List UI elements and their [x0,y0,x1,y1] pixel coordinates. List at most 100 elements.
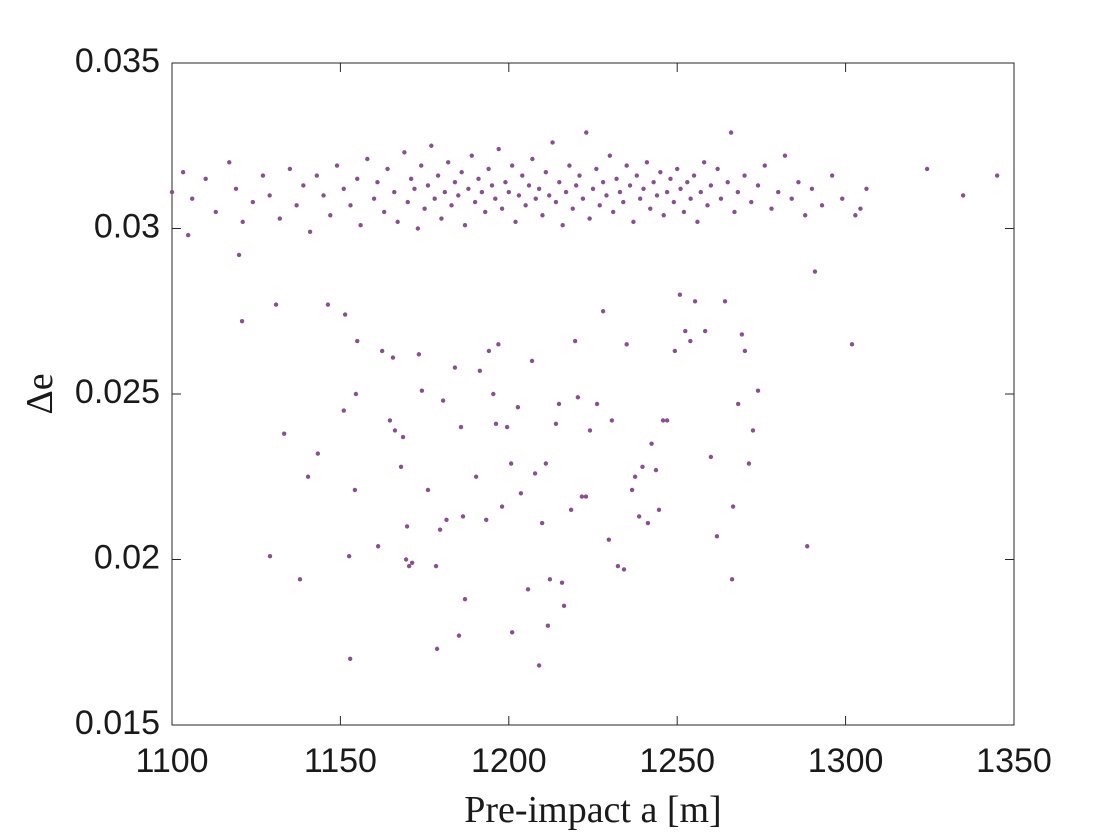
y-tick-label: 0.035 [75,42,160,80]
point [539,520,545,526]
point [533,196,538,201]
point [250,199,256,205]
point [615,563,621,569]
point [695,219,700,225]
point [442,189,448,195]
point [353,391,359,397]
point [762,163,767,168]
point [742,348,748,354]
point [452,365,458,370]
plot-area [171,62,1015,726]
point [425,183,431,188]
point [584,130,589,135]
point [561,603,567,609]
point [730,504,736,509]
point [395,219,400,225]
point [658,170,663,175]
point [227,160,232,165]
point [864,186,869,191]
point [334,163,340,168]
point [412,186,417,191]
point [583,494,589,499]
point [553,421,559,426]
point [504,424,510,430]
point [634,173,639,178]
point [559,580,565,585]
point [347,656,353,661]
point [185,232,191,238]
point [636,514,642,519]
point [371,196,377,201]
point [645,520,651,526]
point [750,428,756,433]
point [513,219,518,225]
point [540,213,545,218]
point [587,428,593,433]
point [705,203,710,208]
point [631,219,636,225]
point [341,186,346,191]
point [422,206,427,211]
point [236,252,242,258]
point [529,358,535,364]
point [609,418,615,423]
point [550,140,555,145]
point [644,160,650,165]
point [853,213,858,218]
point [664,418,670,423]
point [701,160,707,165]
point [594,401,600,407]
point [769,206,774,211]
point [469,153,474,158]
point [352,487,358,493]
point [260,173,266,178]
point [305,474,311,479]
point [802,213,808,218]
point [433,563,439,569]
point [509,630,515,635]
point [520,173,525,178]
point [477,368,483,374]
point [506,189,511,195]
point [563,189,569,195]
point [341,408,346,413]
point [840,196,845,201]
point [782,153,788,158]
point [805,544,810,549]
point [560,222,565,228]
point [523,203,528,208]
point [321,193,326,198]
point [649,441,654,446]
point [579,494,585,499]
point [462,222,468,228]
point [568,507,574,513]
point [621,567,627,572]
point [722,299,728,304]
point [419,388,425,393]
point [180,170,186,175]
point [435,173,441,178]
point [496,342,501,347]
y-tick-label: 0.025 [75,373,160,411]
point [213,209,218,215]
point [392,428,398,433]
point [735,401,741,407]
point [440,398,446,403]
point [456,193,461,198]
point [472,199,478,205]
point [624,342,629,347]
point [675,166,680,172]
point [708,454,714,460]
point [486,348,492,354]
point [648,206,653,211]
point [732,209,737,215]
point [556,401,562,407]
point [375,544,381,549]
points [169,130,1000,668]
point [678,186,683,191]
point [499,206,505,211]
point [587,216,592,221]
point [434,646,440,652]
point [575,395,581,400]
point [493,421,499,426]
